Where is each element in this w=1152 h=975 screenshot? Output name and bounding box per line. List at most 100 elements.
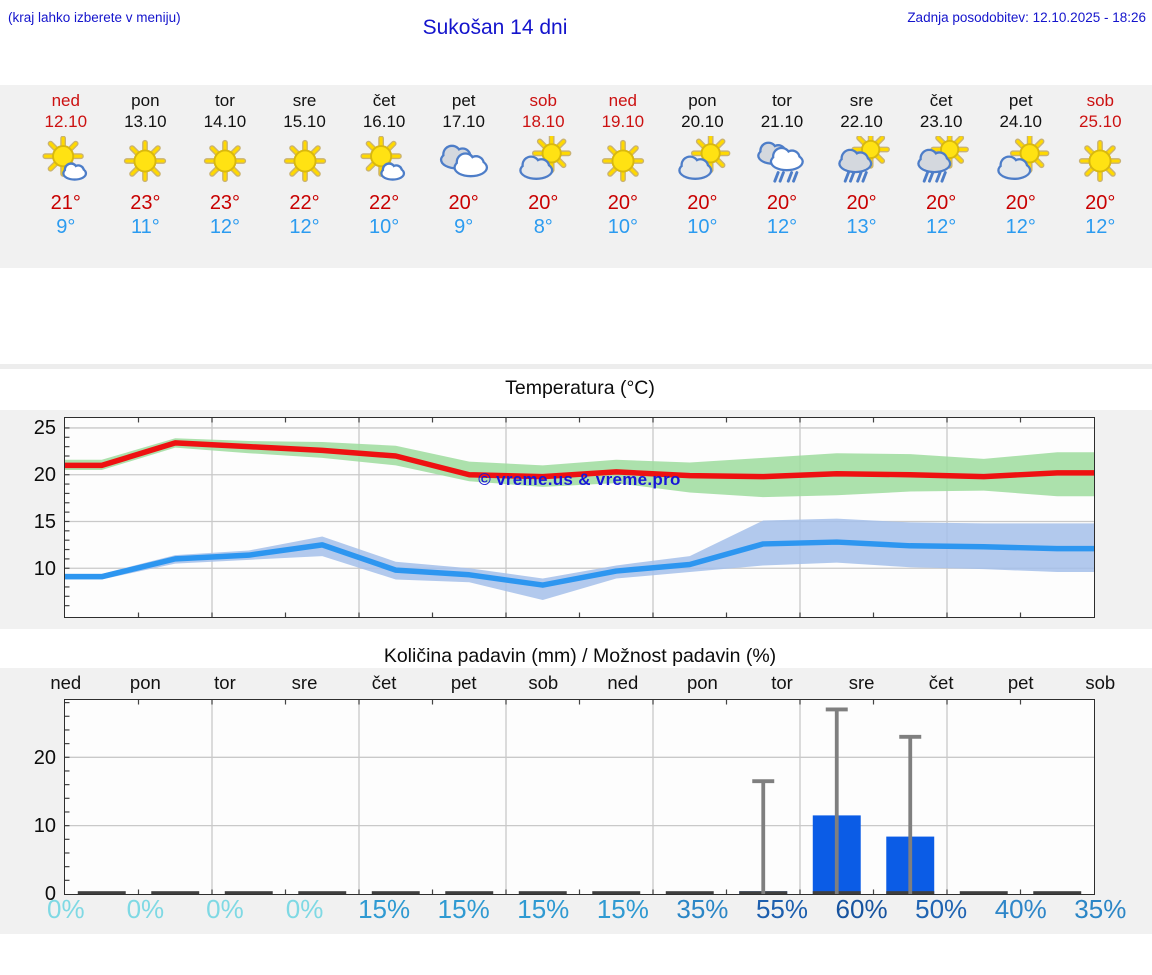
high-temp: 22° bbox=[368, 192, 400, 214]
weather-icon-wrap bbox=[503, 136, 583, 186]
forecast-day-20.10[interactable]: pon 20.10 20° 10° bbox=[663, 85, 743, 268]
day-date: 17.10 bbox=[442, 112, 485, 131]
day-date: 20.10 bbox=[681, 112, 724, 131]
high-temp: 20° bbox=[1005, 192, 1036, 214]
precip-day-label: sob bbox=[1085, 672, 1116, 693]
low-temp: 12° bbox=[289, 216, 320, 238]
forecast-day-18.10[interactable]: sob 18.10 20° 8° bbox=[503, 85, 583, 268]
sun-icon bbox=[601, 139, 644, 183]
low-temp: 11° bbox=[130, 216, 160, 238]
temperature-plot: © vreme.us & vreme.pro bbox=[64, 417, 1095, 618]
day-name: čet bbox=[372, 91, 396, 110]
forecast-days-strip: ned 12.10 21° 9° pon 13.10 23° 11° tor 14.10 23° 12… bbox=[0, 85, 1152, 268]
precip-probability: 15% bbox=[437, 894, 490, 924]
high-temp: 23° bbox=[130, 192, 161, 214]
sun-cloud-icon bbox=[519, 136, 572, 180]
precip-day-label: pon bbox=[129, 672, 161, 693]
temp-ytick-15: 15 bbox=[33, 511, 56, 533]
watermark: © vreme.us & vreme.pro bbox=[478, 470, 681, 489]
precip-day-label: sre bbox=[291, 672, 318, 693]
forecast-day-16.10[interactable]: čet 16.10 22° 10° bbox=[344, 85, 424, 268]
day-date: 15.10 bbox=[283, 112, 326, 131]
forecast-day-21.10[interactable]: tor 21.10 20° 12° bbox=[742, 85, 822, 268]
forecast-day-24.10[interactable]: pet 24.10 20° 12° bbox=[981, 85, 1061, 268]
precip-probability: 40% bbox=[994, 894, 1047, 924]
sun-icon bbox=[124, 139, 167, 183]
day-name: ned bbox=[51, 91, 80, 110]
precip-probability: 0% bbox=[206, 894, 244, 924]
precip-chart-title: Količina padavin (mm) / Možnost padavin … bbox=[383, 645, 777, 667]
weather-icon-wrap bbox=[583, 136, 663, 186]
precip-ytick-0: 0 bbox=[44, 882, 56, 905]
temperature-chart bbox=[65, 418, 1094, 617]
sun-small-cloud-icon bbox=[360, 136, 406, 181]
day-name: pet bbox=[1008, 91, 1033, 110]
sun-small-cloud-icon bbox=[42, 136, 87, 181]
weather-icon-wrap bbox=[26, 136, 106, 186]
temp-ytick-10: 10 bbox=[33, 558, 56, 580]
sun-cloud-rain-icon bbox=[837, 136, 890, 183]
weather-icon-wrap bbox=[742, 136, 822, 186]
forecast-day-22.10[interactable]: sre 22.10 20° 13° bbox=[822, 85, 902, 268]
sun-icon bbox=[203, 139, 247, 183]
day-name: sre bbox=[292, 91, 317, 110]
precip-probability: 0% bbox=[126, 894, 165, 924]
low-temp: 12° bbox=[766, 216, 798, 238]
forecast-day-25.10[interactable]: sob 25.10 20° 12° bbox=[1061, 85, 1141, 268]
forecast-day-13.10[interactable]: pon 13.10 23° 11° bbox=[106, 85, 186, 268]
precip-day-label: ned bbox=[607, 672, 639, 693]
high-temp: 20° bbox=[607, 192, 638, 214]
precip-probability: 35% bbox=[676, 894, 729, 924]
precip-probability: 0% bbox=[47, 894, 85, 924]
precip-day-label: ned bbox=[50, 672, 82, 693]
low-temp: 12° bbox=[209, 216, 241, 238]
forecast-day-19.10[interactable]: ned 19.10 20° 10° bbox=[583, 85, 663, 268]
weather-icon-wrap bbox=[981, 136, 1061, 186]
forecast-day-15.10[interactable]: sre 15.10 22° 12° bbox=[265, 85, 345, 268]
precip-ytick-10: 10 bbox=[33, 814, 56, 837]
high-temp: 20° bbox=[846, 192, 877, 214]
precip-chart-band: ned pon tor sre čet pet sob ned pon tor sre čet pet s… bbox=[0, 668, 1152, 934]
day-name: sob bbox=[1086, 91, 1115, 110]
weather-icon-wrap bbox=[1061, 136, 1141, 186]
forecast-day-23.10[interactable]: čet 23.10 20° 12° bbox=[901, 85, 981, 268]
weather-icon-wrap bbox=[106, 136, 186, 186]
day-date: 23.10 bbox=[919, 112, 963, 131]
day-name: ned bbox=[608, 91, 638, 110]
section-divider bbox=[0, 364, 1152, 369]
forecast-day-17.10[interactable]: pet 17.10 20° 9° bbox=[424, 85, 504, 268]
weather-icon-wrap bbox=[424, 136, 504, 186]
precip-probability: 50% bbox=[915, 894, 968, 924]
low-temp: 12° bbox=[1005, 216, 1036, 238]
sun-cloud-rain-icon bbox=[917, 136, 970, 183]
day-name: čet bbox=[929, 91, 953, 110]
precip-probability: 35% bbox=[1074, 894, 1127, 924]
high-temp: 21° bbox=[50, 192, 81, 214]
low-temp: 13° bbox=[846, 216, 877, 238]
last-updated: Zadnja posodobitev: 12.10.2025 - 18:26 bbox=[907, 10, 1146, 25]
day-name: tor bbox=[215, 91, 235, 110]
day-name: pon bbox=[688, 91, 717, 110]
low-temp: 9° bbox=[56, 216, 76, 238]
forecast-day-14.10[interactable]: tor 14.10 23° 12° bbox=[185, 85, 265, 268]
high-temp: 20° bbox=[1085, 192, 1116, 214]
sun-cloud-icon bbox=[678, 136, 731, 180]
precip-day-label: sob bbox=[528, 672, 559, 693]
precip-day-label: pon bbox=[686, 672, 718, 693]
precip-day-label: tor bbox=[214, 672, 236, 693]
forecast-day-12.10[interactable]: ned 12.10 21° 9° bbox=[26, 85, 106, 268]
precip-day-label: čet bbox=[371, 672, 397, 693]
day-date: 19.10 bbox=[601, 112, 645, 131]
weather-icon-wrap bbox=[265, 136, 345, 186]
high-temp: 20° bbox=[926, 192, 957, 214]
day-date: 14.10 bbox=[203, 112, 247, 131]
weather-icon-wrap bbox=[344, 136, 424, 186]
day-date: 12.10 bbox=[44, 112, 88, 131]
low-temp: 10° bbox=[607, 216, 638, 238]
weather-icon-wrap bbox=[663, 136, 743, 186]
sun-icon bbox=[283, 139, 326, 183]
precip-probability: 15% bbox=[517, 894, 570, 924]
day-date: 25.10 bbox=[1079, 112, 1122, 131]
precip-chart bbox=[65, 700, 1094, 894]
